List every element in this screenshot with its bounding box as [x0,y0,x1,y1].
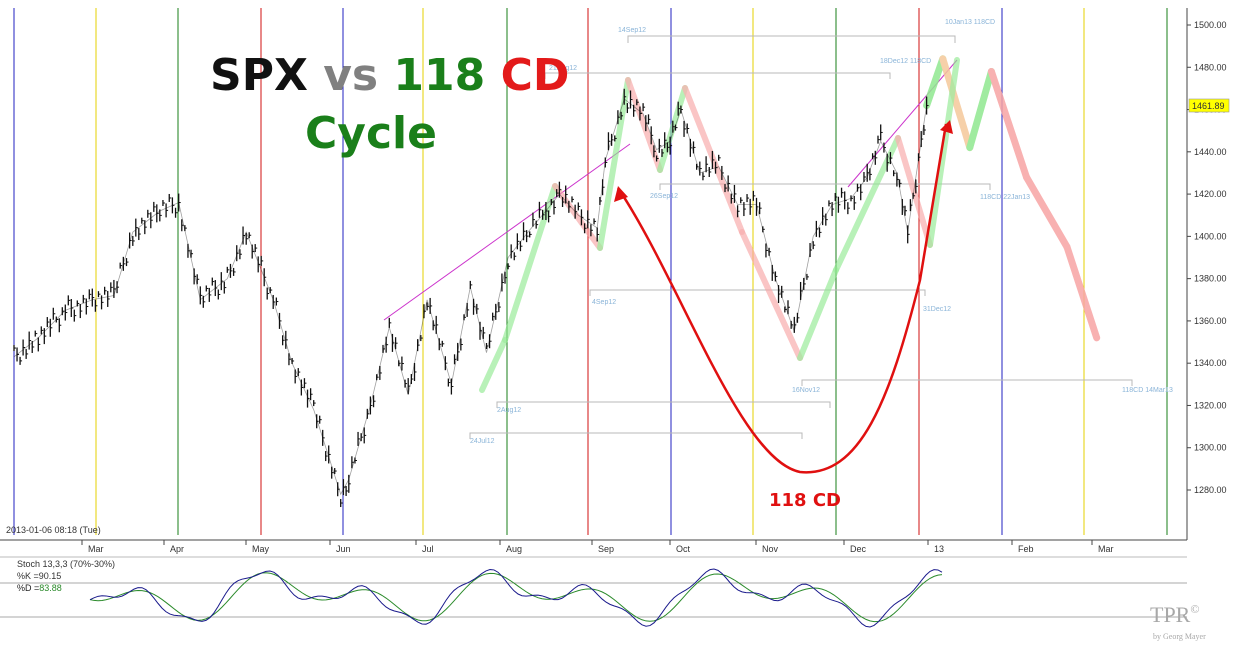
y-tick-label: 1300.00 [1194,443,1227,453]
swing-segment [552,183,603,251]
watermark: TPR© by Georg Mayer [1150,602,1206,641]
watermark-byline: by Georg Mayer [1153,632,1206,641]
chart-title: SPX vs 118 CD [210,50,569,101]
cycle-arc [614,120,953,474]
y-tick-label: 1440.00 [1194,147,1227,157]
x-tick-label: Feb [1018,544,1034,554]
low-24jul12: 24Jul12 [470,438,495,445]
ann-14mar13: 118CD 14Mar13 [1122,387,1173,394]
ann-10jan13: 10Jan13 118CD [945,19,995,26]
y-tick-label: 1320.00 [1194,400,1227,410]
swing-segment [895,135,933,248]
timestamp: 2013-01-06 08:18 (Tue) [6,525,101,535]
arc-label: 118 CD [769,490,841,511]
x-tick-label: Mar [88,544,104,554]
x-tick-label: May [252,544,270,554]
cycle-lines [13,8,1168,535]
last-price: 1461.89 [1192,101,1225,111]
stoch-d-line [89,572,943,623]
y-tick-label: 1360.00 [1194,316,1227,326]
x-tick-label: Sep [598,544,614,554]
x-tick-label: Jun [336,544,351,554]
ann-21aug12: 21Aug12 [549,65,577,72]
ann-22jan13: 118CD 22Jan13 [980,194,1030,201]
y-tick-label: 1500.00 [1194,20,1227,30]
y-tick-label: 1380.00 [1194,274,1227,284]
ann-14sep12: 14Sep12 [618,27,646,34]
stoch-d-label: %D =83.88 [17,583,62,593]
watermark-brand: TPR© [1150,602,1199,627]
x-tick-label: Jul [422,544,434,554]
price-series [13,88,929,508]
projection-segment [987,68,1030,181]
stoch-lines [89,568,943,628]
x-tick-label: Oct [676,544,691,554]
low-4sep12: 4Sep12 [592,299,616,306]
projection-segment [923,55,947,110]
low-16nov12: 16Nov12 [792,387,820,394]
y-tick-label: 1480.00 [1194,62,1227,72]
swing-segment [502,183,558,343]
y-tick-label: 1280.00 [1194,485,1227,495]
x-tick-label: 13 [934,544,944,554]
projection-segment [966,68,995,152]
x-tick-label: Aug [506,544,522,554]
swing-segment [797,267,839,361]
last-price-box: 1461.89 [1188,98,1230,113]
y-tick-label: 1400.00 [1194,231,1227,241]
projection-segment [1023,173,1071,251]
cycle-brackets [469,35,1133,439]
trendlines [383,59,958,321]
swing-segment [597,77,631,251]
low-26sep12: 26Sep12 [650,193,678,200]
stoch-k-line [89,568,943,628]
ann-18dec12: 18Dec12 118CD [880,58,931,65]
projection-swings [479,55,1101,393]
chart-subtitle: Cycle [305,108,437,159]
y-tick-label: 1420.00 [1194,189,1227,199]
price-line [13,98,927,496]
swing-segment [739,229,803,361]
stoch-title: Stoch 13,3,3 (70%-30%) [17,559,115,569]
projection-segment [939,55,974,152]
x-tick-label: Dec [850,544,867,554]
swing-segment [625,77,663,173]
x-tick-label: Mar [1098,544,1114,554]
swing-segment [927,57,960,248]
stoch-k-label: %K =90.15 [17,571,61,581]
projection-segment [1063,243,1101,342]
x-tick-label: Apr [170,544,184,554]
low-31dec12: 31Dec12 [923,306,951,313]
cycle-annotation-labels: 14Sep12 21Aug12 18Dec12 118CD 10Jan13 11… [470,19,1173,445]
y-tick-label: 1340.00 [1194,358,1227,368]
swing-segment [479,337,508,393]
low-2aug12: 2Aug12 [497,407,521,414]
x-axis: Mar Apr May Jun Jul Aug Sep Oct Nov Dec 13 Feb Mar [81,540,1114,554]
x-tick-label: Nov [762,544,779,554]
